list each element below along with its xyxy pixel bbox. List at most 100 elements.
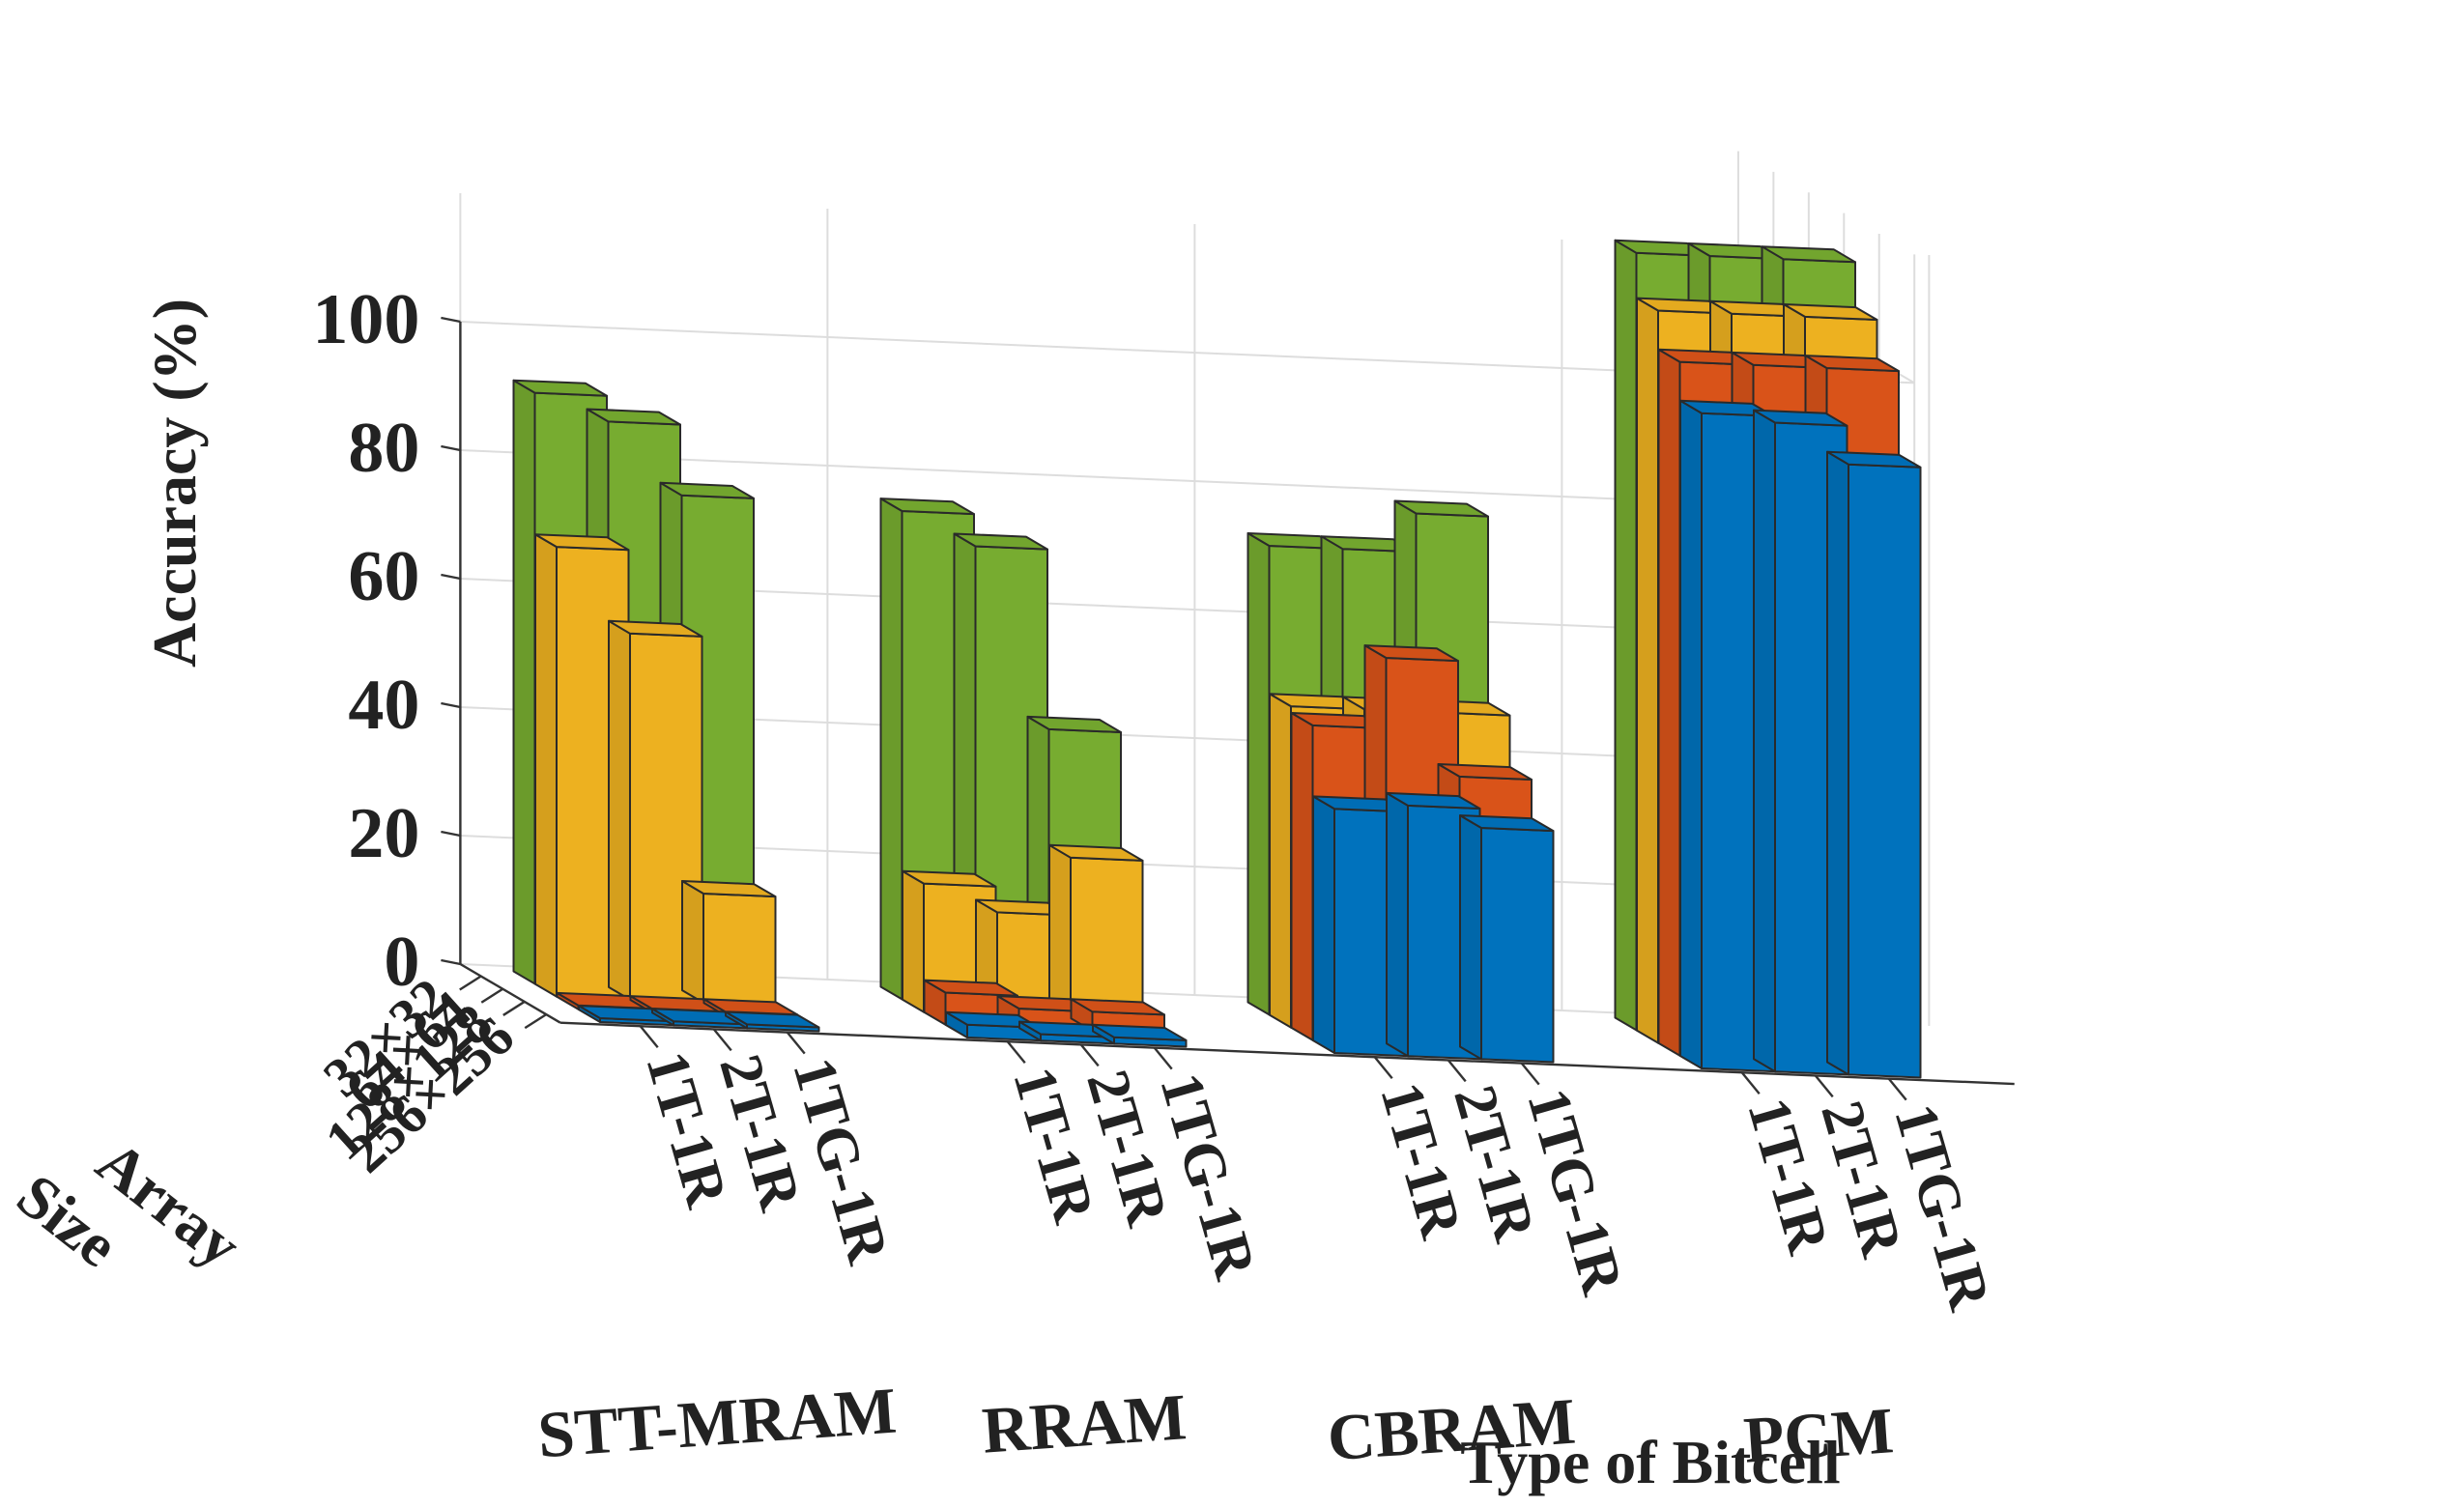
- bar-top-face: [1826, 450, 1922, 469]
- bar-front-face: [1070, 856, 1144, 1023]
- bar-pcm-1tg-1r-256x256: [1826, 450, 1922, 1079]
- bar-top-face: [1761, 245, 1856, 264]
- bar-top-face: [608, 619, 703, 638]
- x-tick: [1006, 1040, 1026, 1064]
- bar-top-face: [1636, 297, 1732, 315]
- bar-top-face: [1018, 1020, 1114, 1038]
- bar-top-face: [902, 869, 997, 888]
- size-tick: [524, 1013, 547, 1030]
- size-tick: [502, 1000, 526, 1016]
- bar-top-face: [953, 532, 1048, 551]
- bar-stt-mram-2t-1r-256x256: [651, 1008, 747, 1030]
- x-tick: [1079, 1043, 1100, 1067]
- bar-side-face: [1246, 532, 1271, 1016]
- bar-top-face: [1269, 693, 1364, 711]
- y-tick-label: 60: [348, 537, 419, 616]
- bar-top-face: [975, 898, 1071, 917]
- y-tick: [441, 316, 461, 324]
- bar-front-face: [1848, 463, 1922, 1079]
- bar-side-face: [512, 379, 536, 985]
- bar-side-face: [1657, 348, 1681, 1057]
- bar-top-face: [1657, 348, 1753, 366]
- bar-side-face: [1459, 814, 1482, 1061]
- bar-side-face: [1269, 693, 1292, 1029]
- bar-front-face: [1480, 827, 1555, 1064]
- bar-top-face: [512, 379, 608, 397]
- bar-top-face: [1312, 795, 1408, 813]
- bar-top-face: [1026, 715, 1122, 733]
- bar-top-face: [1804, 355, 1900, 373]
- bar-top-face: [651, 1008, 747, 1026]
- bar-top-face: [586, 408, 681, 426]
- size-tick: [480, 987, 503, 1004]
- x-tick: [1153, 1046, 1173, 1070]
- bar-top-face: [1290, 712, 1386, 730]
- y-tick-label: 80: [348, 409, 419, 488]
- bar-top-face: [1320, 535, 1416, 554]
- x-tick: [639, 1025, 659, 1048]
- y-tick-label: 100: [312, 280, 419, 359]
- y-tick-label: 20: [348, 794, 419, 873]
- x-tick: [1887, 1077, 1907, 1101]
- bar-rram-1tg-1r-256x256: [1092, 1023, 1188, 1048]
- bar-top-face: [681, 880, 777, 898]
- bar-top-face: [1614, 239, 1709, 257]
- group-label-rram: RRAM: [980, 1379, 1189, 1467]
- bar-side-face: [879, 498, 903, 1001]
- bar-side-face: [1614, 239, 1638, 1032]
- bar-top-face: [1753, 409, 1848, 427]
- group-label-cbram: CBRAM: [1325, 1384, 1578, 1475]
- bar-layer: [512, 239, 1922, 1079]
- y-tick-label: 0: [384, 923, 419, 1002]
- bar-top-face: [1783, 303, 1878, 321]
- bar-rram-1tg-1r-64x64: [1048, 843, 1144, 1023]
- bar-top-face: [1386, 791, 1481, 810]
- bar-top-face: [534, 533, 630, 552]
- depth-axis-title: Array Size: [5, 1101, 266, 1350]
- y-tick: [441, 444, 461, 452]
- bar-side-face: [1386, 791, 1409, 1058]
- bar-side-face: [1312, 795, 1335, 1054]
- y-tick: [441, 958, 461, 966]
- bar-side-face: [1826, 450, 1849, 1076]
- bar-side-face: [1048, 843, 1072, 1019]
- bar-top-face: [1363, 644, 1459, 663]
- bar-top-face: [1092, 1023, 1188, 1041]
- bar-top-face: [923, 979, 1018, 997]
- y-tick: [441, 830, 461, 838]
- bar-front-face: [702, 893, 777, 1008]
- bar-side-face: [1753, 409, 1776, 1073]
- bar-cbram-1tg-1r-256x256: [1459, 814, 1555, 1064]
- bar-side-face: [534, 533, 558, 998]
- bar-top-face: [996, 995, 1092, 1013]
- bar-side-face: [681, 880, 704, 1004]
- bar-top-face: [1731, 351, 1826, 369]
- bar-stt-mram-1tg-1r-64x64: [681, 880, 777, 1008]
- bar-top-face: [879, 498, 975, 516]
- y-tick: [441, 573, 461, 581]
- bar-top-face: [1070, 998, 1165, 1016]
- bar-top-face: [1709, 299, 1805, 318]
- bar-rram-1t-1r-256x256: [945, 1010, 1041, 1042]
- bar-side-face: [1679, 399, 1703, 1069]
- bar-side-face: [1636, 297, 1659, 1044]
- bar-top-face: [1048, 843, 1144, 862]
- bar-top-face: [945, 1010, 1041, 1029]
- bar-top-face: [1393, 499, 1489, 518]
- bar-top-face: [659, 481, 755, 499]
- bar-side-face: [608, 619, 631, 1001]
- group-label-pcm: PCM: [1741, 1393, 1896, 1477]
- x-tick: [712, 1028, 732, 1052]
- x-tick: [1447, 1059, 1467, 1083]
- x-axis-line: [559, 1021, 2015, 1086]
- x-tick: [1814, 1074, 1834, 1098]
- x-tick: [786, 1031, 806, 1055]
- group-label-stt-mram: STT-MRAM: [535, 1374, 899, 1472]
- bar-top-face: [1246, 532, 1342, 551]
- bar-top-face: [725, 1010, 820, 1029]
- bar-top-face: [1459, 814, 1555, 833]
- bar-side-face: [1290, 712, 1314, 1041]
- bar-top-face: [1437, 763, 1533, 781]
